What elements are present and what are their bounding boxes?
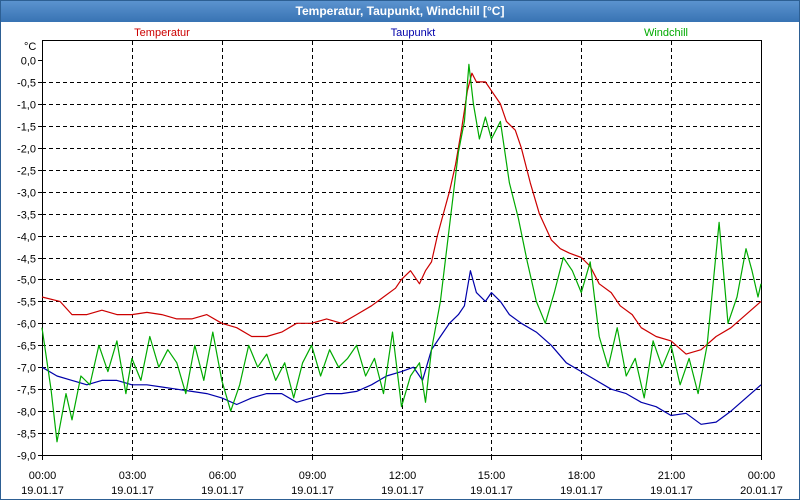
y-tick-label: -2,0 — [17, 144, 36, 156]
y-tick-label: -7,0 — [17, 363, 36, 375]
x-tick-date: 19.01.17 — [470, 485, 513, 497]
legend-windchill: Windchill — [644, 27, 688, 39]
x-tick-time: 03:00 — [119, 470, 147, 482]
y-tick-label: -6,0 — [17, 319, 36, 331]
y-tick-label: -3,0 — [17, 188, 36, 200]
x-tick-time: 00:00 — [748, 470, 776, 482]
y-tick-label: -3,5 — [17, 210, 36, 222]
legend-taupunkt: Taupunkt — [391, 27, 436, 39]
y-tick-label: -0,5 — [17, 78, 36, 90]
x-tick-time: 15:00 — [478, 470, 506, 482]
x-tick-date: 19.01.17 — [560, 485, 603, 497]
y-tick-label: -1,5 — [17, 122, 36, 134]
legend-temperatur: Temperatur — [134, 27, 190, 39]
series-line-windchill — [41, 63, 762, 443]
x-tick-time: 12:00 — [389, 470, 417, 482]
y-tick-label: -1,0 — [17, 100, 36, 112]
x-tick-date: 19.01.17 — [21, 485, 64, 497]
x-tick-time: 00:00 — [29, 470, 57, 482]
y-axis-unit: °C — [24, 41, 36, 53]
x-tick-date: 19.01.17 — [291, 485, 334, 497]
x-tick-date: 19.01.17 — [381, 485, 424, 497]
x-tick-time: 09:00 — [299, 470, 327, 482]
x-tick-time: 21:00 — [658, 470, 686, 482]
x-tick-date: 19.01.17 — [201, 485, 244, 497]
x-tick-time: 18:00 — [568, 470, 596, 482]
y-tick-label: 0,0 — [21, 56, 36, 68]
y-tick-label: -7,5 — [17, 385, 36, 397]
y-tick-label: -5,0 — [17, 275, 36, 287]
series-line-taupunkt — [41, 270, 762, 425]
x-tick-date: 19.01.17 — [111, 485, 154, 497]
x-tick-date: 19.01.17 — [650, 485, 693, 497]
x-tick-date: 20.01.17 — [740, 485, 783, 497]
series-line-temperatur — [41, 72, 762, 355]
y-tick-label: -5,5 — [17, 297, 36, 309]
y-tick-label: -2,5 — [17, 166, 36, 178]
y-tick-label: -8,5 — [17, 429, 36, 441]
window-title: Temperatur, Taupunkt, Windchill [°C] — [1, 1, 799, 22]
y-tick-label: -8,0 — [17, 407, 36, 419]
y-tick-label: -6,5 — [17, 341, 36, 353]
y-tick-label: -9,0 — [17, 451, 36, 463]
y-tick-label: -4,0 — [17, 232, 36, 244]
y-tick-label: -4,5 — [17, 254, 36, 266]
x-tick-time: 06:00 — [209, 470, 237, 482]
